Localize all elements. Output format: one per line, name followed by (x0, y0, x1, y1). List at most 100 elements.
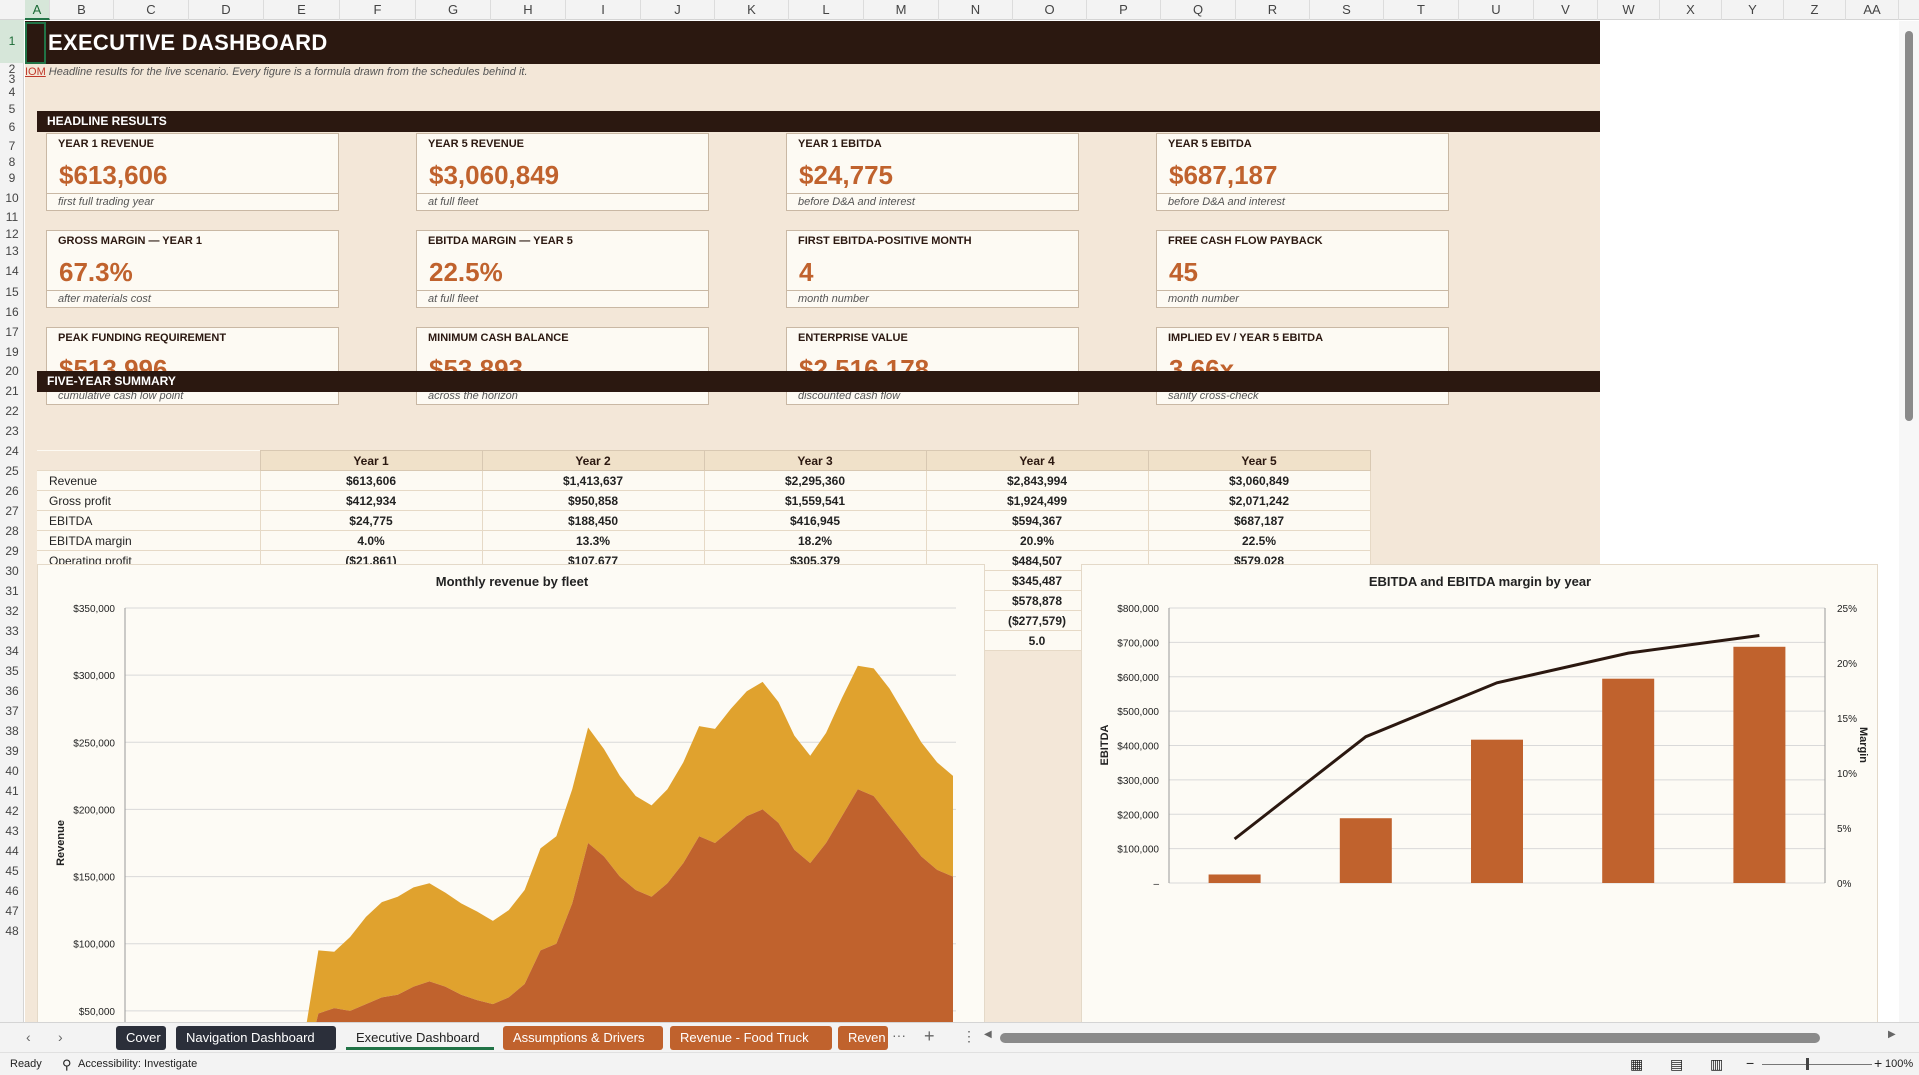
table-cell[interactable]: $613,606 (259, 470, 483, 491)
row-header-9[interactable]: 9 (8, 171, 16, 185)
kpi-card[interactable]: IMPLIED EV / YEAR 5 EBITDA 3.66x sanity cr… (1156, 327, 1449, 405)
row-header-45[interactable]: 45 (5, 864, 19, 878)
kpi-card[interactable]: GROSS MARGIN — YEAR 1 67.3% after material… (46, 230, 339, 308)
column-header-h[interactable]: H (491, 0, 566, 20)
table-cell[interactable]: $24,775 (259, 510, 483, 531)
column-header-s[interactable]: S (1310, 0, 1384, 20)
sheet-tab[interactable]: Executive Dashboard (346, 1026, 494, 1050)
more-sheets-icon[interactable]: ··· (892, 1027, 906, 1043)
table-cell[interactable]: 13.3% (481, 530, 705, 551)
row-header-13[interactable]: 13 (5, 244, 19, 258)
row-header-3[interactable]: 3 (8, 72, 16, 86)
row-header-11[interactable]: 11 (5, 210, 19, 224)
table-cell[interactable]: $416,945 (703, 510, 927, 531)
column-header-z[interactable]: Z (1784, 0, 1846, 20)
row-header-19[interactable]: 19 (5, 345, 19, 359)
row-header-22[interactable]: 22 (5, 404, 19, 418)
row-header-14[interactable]: 14 (5, 264, 19, 278)
sheet-tab[interactable]: Reven (838, 1026, 888, 1050)
table-cell[interactable]: $1,924,499 (925, 490, 1149, 511)
chart-monthly-revenue[interactable]: Monthly revenue by fleet Revenue $350,000 $… (37, 564, 985, 1022)
column-header-w[interactable]: W (1598, 0, 1660, 20)
accessibility-status[interactable]: Accessibility: Investigate (78, 1058, 198, 1070)
column-header-c[interactable]: C (114, 0, 189, 20)
kpi-card[interactable]: YEAR 5 REVENUE $3,060,849 at full fleet (416, 133, 709, 211)
row-header-35[interactable]: 35 (5, 664, 19, 678)
sheet-tab[interactable]: Assumptions & Drivers (503, 1026, 663, 1050)
column-header-d[interactable]: D (189, 0, 264, 20)
column-header-b[interactable]: B (50, 0, 114, 20)
page-break-view-icon[interactable]: ▥ (1710, 1056, 1724, 1072)
vertical-scroll-thumb[interactable] (1905, 31, 1913, 421)
next-sheet-arrow-icon[interactable]: › (58, 1029, 63, 1045)
row-header-44[interactable]: 44 (5, 844, 19, 858)
add-sheet-button[interactable]: + (924, 1026, 935, 1046)
page-layout-view-icon[interactable]: ▤ (1670, 1056, 1684, 1072)
table-cell[interactable]: $1,559,541 (703, 490, 927, 511)
zoom-slider-handle[interactable] (1806, 1058, 1809, 1070)
row-header-10[interactable]: 10 (5, 191, 19, 205)
column-header-n[interactable]: N (939, 0, 1013, 20)
scroll-left-icon[interactable]: ◀ (984, 1029, 992, 1040)
table-cell[interactable]: $950,858 (481, 490, 705, 511)
row-header-48[interactable]: 48 (5, 924, 19, 938)
row-header-7[interactable]: 7 (8, 139, 16, 153)
table-cell[interactable]: $594,367 (925, 510, 1149, 531)
column-header-l[interactable]: L (789, 0, 864, 20)
vertical-scrollbar[interactable] (1899, 21, 1919, 1022)
scroll-right-icon[interactable]: ▶ (1888, 1029, 1896, 1040)
row-label[interactable]: Gross profit (37, 490, 261, 511)
row-header-36[interactable]: 36 (5, 684, 19, 698)
row-header-25[interactable]: 25 (5, 464, 19, 478)
kpi-card[interactable]: FIRST EBITDA-POSITIVE MONTH 4 month number (786, 230, 1079, 308)
table-cell[interactable]: $2,843,994 (925, 470, 1149, 491)
row-header-24[interactable]: 24 (5, 444, 19, 458)
column-header-q[interactable]: Q (1161, 0, 1236, 20)
kpi-card[interactable]: ENTERPRISE VALUE $2,516,178 discounted cas… (786, 327, 1079, 405)
row-header-42[interactable]: 42 (5, 804, 19, 818)
zoom-level[interactable]: 100% (1885, 1058, 1914, 1070)
chart-ebitda-margin[interactable]: EBITDA and EBITDA margin by year EBITDA Ma… (1081, 564, 1878, 1022)
row-label[interactable]: EBITDA margin (37, 530, 261, 551)
kpi-card[interactable]: MINIMUM CASH BALANCE $53,893 across the ho… (416, 327, 709, 405)
row-header-15[interactable]: 15 (5, 285, 19, 299)
column-header-g[interactable]: G (416, 0, 491, 20)
column-header-f[interactable]: F (340, 0, 416, 20)
zoom-slider-track[interactable] (1762, 1064, 1872, 1065)
row-header-5[interactable]: 5 (8, 102, 16, 116)
column-header-e[interactable]: E (264, 0, 340, 20)
column-header-u[interactable]: U (1459, 0, 1534, 20)
column-header-m[interactable]: M (864, 0, 939, 20)
row-label[interactable]: EBITDA (37, 510, 261, 531)
sheet-tab[interactable]: Cover (116, 1026, 166, 1050)
sheet-tab[interactable]: Revenue - Food Truck (670, 1026, 832, 1050)
table-cell[interactable]: $2,295,360 (703, 470, 927, 491)
row-header-32[interactable]: 32 (5, 604, 19, 618)
kpi-card[interactable]: FREE CASH FLOW PAYBACK 45 month number (1156, 230, 1449, 308)
kpi-card[interactable]: YEAR 1 EBITDA $24,775 before D&A and inter… (786, 133, 1079, 211)
table-cell[interactable]: 20.9% (925, 530, 1149, 551)
kpi-card[interactable]: YEAR 1 REVENUE $613,606 first full trading… (46, 133, 339, 211)
row-header-34[interactable]: 34 (5, 644, 19, 658)
kpi-card[interactable]: PEAK FUNDING REQUIREMENT $513,996 cumulati… (46, 327, 339, 405)
row-header-2[interactable]: 2 (8, 62, 16, 76)
table-cell[interactable]: 18.2% (703, 530, 927, 551)
row-header-17[interactable]: 17 (5, 325, 19, 339)
worksheet-grid[interactable]: EXECUTIVE DASHBOARD IOM Headline results … (25, 21, 1899, 1022)
table-cell[interactable]: $188,450 (481, 510, 705, 531)
row-header-23[interactable]: 23 (5, 424, 19, 438)
row-header-31[interactable]: 31 (5, 584, 19, 598)
horizontal-scroll-thumb[interactable] (1000, 1033, 1820, 1043)
column-header-v[interactable]: V (1534, 0, 1598, 20)
row-header-4[interactable]: 4 (8, 85, 16, 99)
column-header-p[interactable]: P (1087, 0, 1161, 20)
column-header-j[interactable]: J (641, 0, 715, 20)
row-header-28[interactable]: 28 (5, 524, 19, 538)
row-header-6[interactable]: 6 (8, 120, 16, 134)
zoom-out-icon[interactable]: − (1746, 1055, 1755, 1071)
table-cell[interactable]: $687,187 (1147, 510, 1371, 531)
normal-view-icon[interactable]: ▦ (1630, 1056, 1644, 1072)
table-cell[interactable]: $2,071,242 (1147, 490, 1371, 511)
row-header-46[interactable]: 46 (5, 884, 19, 898)
column-header-a[interactable]: A (25, 0, 50, 20)
